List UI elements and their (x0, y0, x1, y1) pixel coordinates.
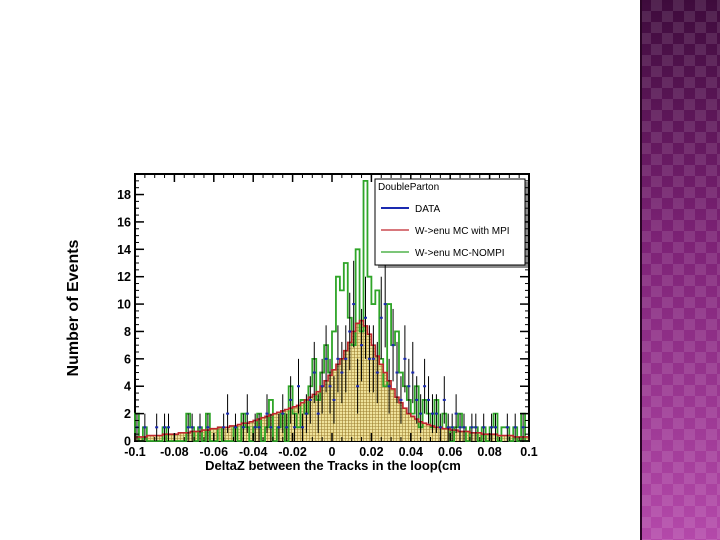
mc-mpi-bar (182, 432, 187, 441)
mc-mpi-bar (272, 413, 277, 441)
mc-mpi-bar (225, 427, 230, 441)
mc-mpi-bar (442, 428, 447, 441)
mc-mpi-bar (347, 342, 352, 441)
mc-mpi-bar (288, 408, 293, 441)
legend-entry-data: DATA (415, 204, 441, 215)
mc-mpi-bar (201, 430, 206, 441)
mc-mpi-bar (217, 427, 222, 441)
mc-mpi-bar (324, 380, 329, 441)
mc-mpi-bar (509, 435, 514, 441)
mc-mpi-bar (194, 431, 199, 441)
mc-mpi-bar (454, 430, 459, 441)
x-tick-label: -0.04 (239, 445, 268, 459)
mc-mpi-bar (395, 397, 399, 441)
decorative-side-panel (640, 0, 720, 540)
mc-mpi-bar (343, 350, 348, 441)
mc-mpi-bar (174, 434, 179, 441)
y-tick-label: 2 (124, 407, 131, 421)
mc-mpi-bar (296, 405, 301, 441)
mc-mpi-bar (150, 435, 155, 441)
mc-mpi-bar (414, 419, 419, 441)
mc-mpi-bar (477, 432, 482, 441)
mc-mpi-bar (383, 372, 388, 441)
mc-mpi-bar (485, 434, 490, 441)
mc-mpi-bar (229, 425, 234, 441)
x-tick-label: 0.02 (359, 445, 383, 459)
mc-mpi-bar (351, 331, 356, 441)
histogram-chart: -0.1 -0.08 -0.06 -0.04 -0.02 0 0.02 0.04 0.06 0.0… (65, 173, 538, 473)
mc-mpi-bar (249, 421, 254, 441)
mc-mpi-bar (178, 432, 183, 441)
x-tick-label: 0.08 (477, 445, 501, 459)
series-layer (134, 179, 530, 442)
y-tick-label: 6 (124, 352, 131, 366)
mc-mpi-bar (430, 425, 435, 441)
x-tick-label: 0.04 (399, 445, 423, 459)
mc-mpi-bar (213, 428, 218, 441)
mc-mpi-bar (237, 424, 242, 441)
mc-mpi-bar (391, 388, 396, 441)
y-axis-label: Number of Events (65, 239, 82, 376)
mc-mpi-bar (422, 423, 427, 441)
y-tick-label: 18 (117, 188, 131, 202)
decorative-panel-edge (640, 0, 642, 540)
mc-mpi-bar (434, 427, 439, 441)
mc-mpi-bar (312, 394, 317, 441)
y-tick-label: 4 (124, 380, 131, 394)
mc-mpi-bar (146, 435, 151, 441)
y-tick-label: 16 (117, 215, 131, 229)
y-tick-label: 8 (124, 325, 131, 339)
legend: DoubleParton DATA W->enu MC with MPI W->… (374, 178, 528, 268)
x-tick-label: -0.02 (278, 445, 307, 459)
mc-mpi-bar (158, 435, 163, 441)
mc-mpi-bar (525, 436, 529, 441)
x-axis-label: DeltaZ between the Tracks in the loop(cm (205, 458, 461, 473)
mc-mpi-bar (209, 428, 214, 441)
legend-title: DoubleParton (378, 182, 439, 193)
legend-entry-mc-nompi: W->enu MC-NOMPI (415, 248, 505, 259)
mc-mpi-bar (170, 434, 175, 441)
mc-mpi-bar (402, 408, 407, 441)
mc-mpi-bar (363, 325, 368, 441)
x-tick-label: -0.08 (160, 445, 189, 459)
mc-mpi-bar (465, 431, 470, 441)
x-tick-label: 0 (329, 445, 336, 459)
mc-mpi-bar (406, 413, 411, 441)
axis-layer: -0.1 -0.08 -0.06 -0.04 -0.02 0 0.02 0.04 0.06 0.0… (117, 173, 538, 459)
y-tick-label: 14 (117, 243, 131, 257)
mc-mpi-bar (261, 417, 266, 441)
mc-mpi-bar (426, 424, 431, 441)
y-tick-label: 10 (117, 298, 131, 312)
mc-mpi-bar (501, 435, 506, 441)
mc-mpi-bar (335, 364, 340, 441)
mc-mpi-bar (410, 416, 415, 441)
mc-mpi-bar (371, 345, 376, 441)
x-tick-label: 0.1 (520, 445, 537, 459)
x-tick-label: -0.1 (124, 445, 146, 459)
x-tick-label: -0.06 (200, 445, 229, 459)
mc-mpi-step-line (134, 319, 530, 441)
y-tick-label: 12 (117, 270, 131, 284)
mc-mpi-bar (138, 436, 143, 441)
y-tick-label: 0 (124, 435, 131, 449)
legend-box (374, 178, 526, 266)
legend-entry-mc-mpi: W->enu MC with MPI (415, 226, 510, 237)
x-tick-label: 0.06 (438, 445, 462, 459)
mc-nompi-step-line (134, 179, 529, 442)
mc-mpi-bar (379, 364, 384, 441)
